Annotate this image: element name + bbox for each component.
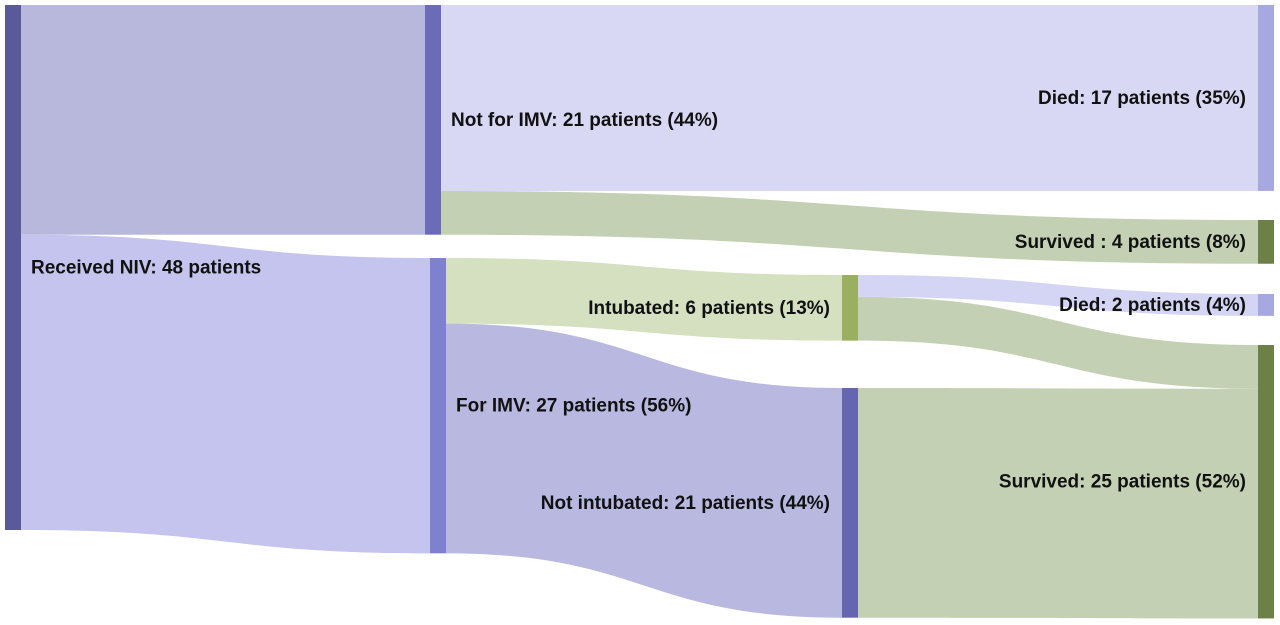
link <box>446 258 842 341</box>
node <box>842 275 858 341</box>
link <box>858 275 1258 316</box>
node-label: Received NIV: 48 patients <box>31 258 261 279</box>
node-label: Survived: 25 patients (52%) <box>999 472 1246 493</box>
link <box>441 190 1258 264</box>
node-label: Not intubated: 21 patients (44%) <box>541 493 830 514</box>
node <box>1258 220 1274 264</box>
node <box>1258 345 1274 619</box>
labels: Received NIV: 48 patients Not for IMV: 21… <box>31 88 1246 514</box>
node <box>5 5 21 530</box>
node <box>1258 294 1274 316</box>
link <box>858 388 1258 619</box>
nodes <box>5 5 1274 619</box>
link <box>21 234 430 554</box>
link <box>858 296 1258 389</box>
node-label: Not for IMV: 21 patients (44%) <box>451 110 718 131</box>
node-label: Died: 17 patients (35%) <box>1038 88 1246 109</box>
node-label: Survived : 4 patients (8%) <box>1015 232 1246 253</box>
node <box>430 258 446 554</box>
link <box>441 5 1258 191</box>
node-label: Intubated: 6 patients (13%) <box>588 298 830 319</box>
link <box>446 323 842 618</box>
link <box>21 5 425 235</box>
node-label: Died: 2 patients (4%) <box>1059 295 1246 316</box>
node <box>425 5 441 235</box>
links <box>21 5 1258 619</box>
node <box>1258 5 1274 191</box>
node <box>842 388 858 618</box>
node-label: For IMV: 27 patients (56%) <box>456 396 691 417</box>
